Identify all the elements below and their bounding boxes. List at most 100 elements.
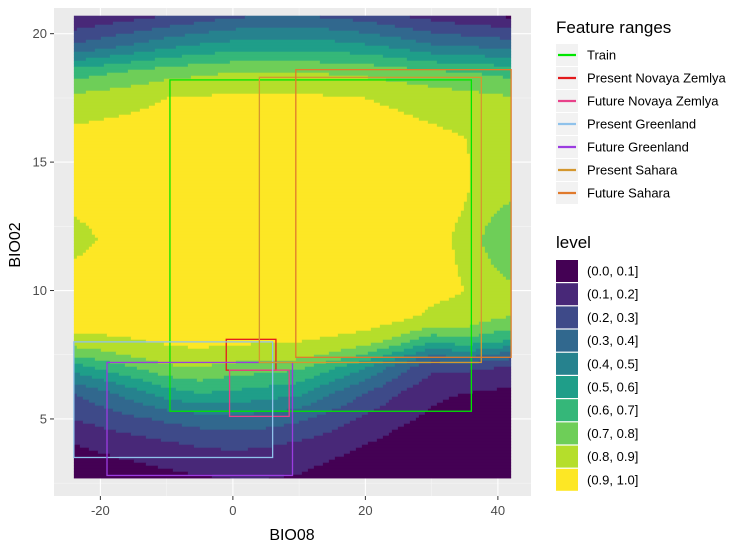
contour-cell [490, 318, 512, 323]
contour-cell [364, 366, 387, 371]
contour-cell [388, 45, 480, 50]
contour-cell [229, 60, 321, 65]
contour-cell [472, 390, 512, 395]
contour-cell [211, 93, 324, 98]
contour-cell [412, 27, 512, 32]
contour-cell [382, 435, 512, 440]
contour-cell [484, 228, 512, 233]
contour-cell [391, 378, 423, 383]
contour-cell [73, 33, 117, 38]
contour-cell [73, 174, 471, 179]
x-axis-title: BIO08 [269, 527, 314, 544]
contour-cell [340, 405, 381, 410]
contour-cell [115, 351, 330, 356]
contour-cell [133, 51, 216, 56]
contour-cell [427, 120, 512, 125]
contour-cell [247, 447, 357, 452]
contour-cell [103, 117, 420, 122]
contour-cell [469, 162, 512, 167]
contour-cell [73, 351, 117, 356]
contour-cell [343, 375, 372, 380]
contour-cell [73, 90, 87, 95]
contour-cell [355, 396, 393, 401]
contour-cell [73, 345, 78, 350]
contour-cell [460, 291, 512, 296]
contour-cell [439, 300, 512, 305]
contour-cell [319, 384, 351, 389]
contour-cell [436, 123, 512, 128]
contour-cell [373, 363, 396, 368]
contour-cell [73, 231, 93, 236]
contour-cell [466, 141, 512, 146]
contour-cell [73, 162, 471, 167]
contour-cell [376, 348, 405, 353]
contour-cell [73, 324, 381, 329]
contour-cell [409, 339, 504, 344]
contour-cell [73, 21, 114, 26]
contour-cell [367, 351, 393, 356]
contour-cell [73, 234, 96, 239]
contour-cell [85, 39, 150, 44]
contour-cell [73, 183, 471, 188]
contour-cell [295, 357, 342, 362]
contour-cell [460, 279, 512, 284]
contour-cell [76, 345, 189, 350]
contour-cell [388, 432, 512, 437]
contour-cell [148, 105, 390, 110]
contour-cell [403, 111, 512, 116]
contour-cell [166, 96, 366, 101]
contour-cell [391, 321, 480, 326]
contour-cell [88, 399, 135, 404]
contour-cell [490, 219, 512, 224]
legend-level-label: (0.5, 0.6] [587, 380, 638, 395]
contour-cell [193, 444, 273, 449]
contour-cell [229, 39, 336, 44]
contour-cell [424, 411, 512, 416]
contour-cell [163, 36, 402, 41]
legend-level-label: (0.9, 1.0] [587, 472, 638, 487]
contour-cell [73, 126, 444, 131]
legend-range-label: Future Greenland [587, 140, 689, 155]
contour-cell [457, 219, 492, 224]
contour-cell [154, 102, 381, 107]
contour-cell [73, 357, 96, 362]
contour-cell [463, 288, 512, 293]
contour-cell [133, 399, 183, 404]
contour-cell [115, 33, 186, 38]
contour-cell [481, 72, 512, 77]
contour-cell [418, 414, 512, 419]
contour-cell [73, 144, 468, 149]
contour-cell [319, 15, 411, 20]
contour-cell [73, 417, 153, 422]
contour-cell [346, 363, 375, 368]
contour-cell [451, 348, 477, 353]
contour-cell [487, 222, 512, 227]
contour-cell [73, 435, 147, 440]
contour-cell [88, 75, 192, 80]
contour-cell [199, 426, 267, 431]
contour-cell [484, 54, 512, 59]
contour-cell [484, 246, 512, 251]
contour-cell [493, 330, 512, 335]
contour-cell [163, 342, 252, 347]
contour-cell [409, 420, 512, 425]
contour-cell [355, 345, 390, 350]
contour-cell [73, 93, 213, 98]
legend-range-label: Present Sahara [587, 163, 678, 178]
contour-cell [352, 18, 432, 23]
contour-cell [106, 369, 150, 374]
contour-cell [73, 243, 93, 248]
contour-cell [73, 309, 426, 314]
contour-cell [136, 366, 306, 371]
contour-cell [184, 33, 381, 38]
contour-cell [73, 384, 87, 389]
contour-cell [133, 18, 216, 23]
contour-cell [391, 351, 417, 356]
contour-cell [484, 225, 512, 230]
contour-cell [73, 222, 87, 227]
contour-cell [334, 456, 512, 461]
contour-cell [346, 402, 387, 407]
contour-cell [454, 258, 492, 263]
contour-cell [73, 132, 459, 137]
contour-cell [73, 168, 471, 173]
